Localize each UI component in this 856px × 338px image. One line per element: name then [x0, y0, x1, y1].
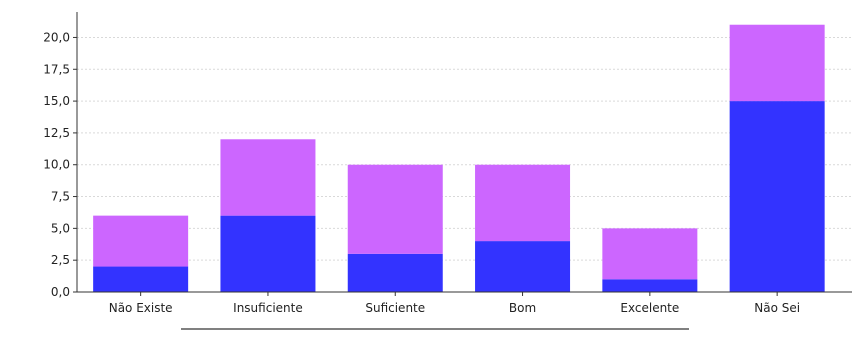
- x-tick-label: Suficiente: [365, 301, 425, 315]
- bar-segment-series-1: [93, 266, 189, 292]
- bar-segment-series-2: [93, 215, 189, 267]
- y-tick-label: 12,5: [43, 126, 70, 140]
- axes: [73, 12, 852, 296]
- gridlines: [77, 36, 852, 261]
- x-tick-label: Não Sei: [754, 301, 800, 315]
- y-tick-label: 20,0: [43, 30, 70, 44]
- y-tick-label: 0,0: [51, 285, 70, 299]
- bars: [93, 24, 825, 292]
- bar-segment-series-2: [220, 139, 316, 216]
- bar-segment-series-2: [729, 24, 825, 102]
- bar-segment-series-1: [602, 279, 698, 292]
- x-tick-labels: Não Existe Insuficiente Suficiente Bom Excel…: [109, 301, 800, 315]
- bar-segment-series-2: [602, 228, 698, 280]
- y-tick-label: 5,0: [51, 221, 70, 235]
- bar-segment-series-2: [475, 164, 571, 242]
- bar-segment-series-2: [347, 164, 443, 254]
- y-tick-label: 15,0: [43, 94, 70, 108]
- x-tick-label: Insuficiente: [233, 301, 303, 315]
- y-tick-label: 17,5: [43, 62, 70, 76]
- y-tick-label: 7,5: [51, 190, 70, 204]
- bar-segment-series-1: [220, 215, 316, 292]
- bar-segment-series-1: [729, 101, 825, 292]
- bar-segment-series-1: [475, 241, 571, 292]
- x-tick-label: Não Existe: [109, 301, 173, 315]
- y-tick-labels: 0,0 2,5 5,0 7,5 10,0 12,5 15,0 17,5 20,0: [43, 30, 70, 299]
- y-tick-label: 10,0: [43, 158, 70, 172]
- x-tick-label: Excelente: [620, 301, 679, 315]
- x-tick-label: Bom: [509, 301, 536, 315]
- bar-segment-series-1: [347, 253, 443, 292]
- y-tick-label: 2,5: [51, 253, 70, 267]
